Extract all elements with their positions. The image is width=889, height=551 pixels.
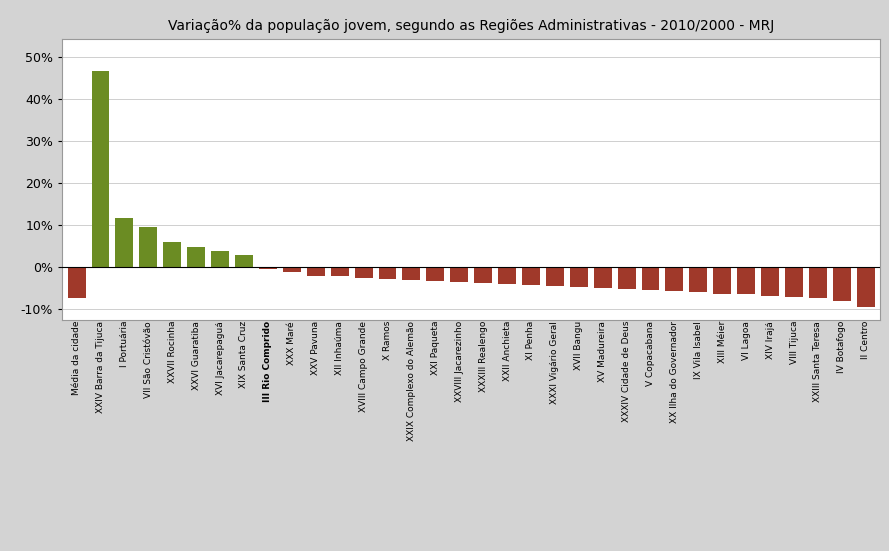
Bar xyxy=(785,267,803,296)
Bar xyxy=(594,267,612,288)
Bar xyxy=(307,267,324,276)
Bar xyxy=(211,251,229,267)
Bar xyxy=(140,228,157,267)
Bar xyxy=(92,71,109,267)
Bar xyxy=(689,267,708,293)
Bar xyxy=(857,267,875,307)
Bar xyxy=(666,267,684,291)
Bar xyxy=(833,267,851,301)
Bar xyxy=(116,218,133,267)
Bar xyxy=(164,241,181,267)
Bar xyxy=(498,267,516,284)
Bar xyxy=(642,267,660,290)
Bar xyxy=(188,247,205,267)
Bar xyxy=(68,267,85,298)
Bar xyxy=(809,267,827,298)
Bar xyxy=(713,267,732,294)
Bar xyxy=(522,267,540,285)
Bar xyxy=(331,267,348,277)
Bar xyxy=(259,267,276,269)
Bar xyxy=(355,267,372,278)
Bar xyxy=(235,255,253,267)
Bar xyxy=(427,267,444,280)
Bar xyxy=(474,267,493,283)
Bar xyxy=(737,267,755,294)
Bar xyxy=(761,267,779,296)
Bar xyxy=(570,267,588,287)
Bar xyxy=(618,267,636,289)
Bar xyxy=(546,267,564,286)
Bar xyxy=(403,267,420,280)
Bar xyxy=(283,267,300,272)
Bar xyxy=(379,267,396,279)
Title: Variação% da população jovem, segundo as Regiões Administrativas - 2010/2000 - M: Variação% da população jovem, segundo as… xyxy=(168,19,774,33)
Bar xyxy=(450,267,469,282)
